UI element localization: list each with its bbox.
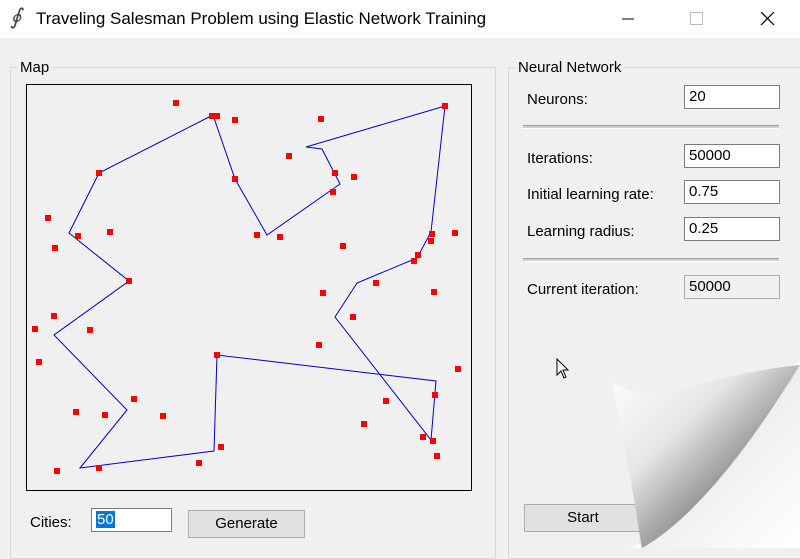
city-marker	[320, 290, 326, 296]
minimize-button[interactable]	[605, 0, 651, 38]
learning-rate-label: Initial learning rate:	[527, 186, 654, 203]
cities-label: Cities:	[30, 514, 72, 531]
city-marker	[32, 326, 38, 332]
maximize-icon	[690, 12, 703, 25]
city-marker	[196, 460, 202, 466]
city-marker	[316, 342, 322, 348]
city-marker	[286, 153, 292, 159]
city-marker	[209, 113, 215, 119]
city-marker	[75, 233, 81, 239]
city-marker	[96, 170, 102, 176]
city-marker	[254, 232, 260, 238]
city-marker	[420, 434, 426, 440]
current-iteration-field: 50000	[684, 275, 780, 299]
minimize-icon	[622, 18, 634, 20]
city-marker	[340, 243, 346, 249]
network-path	[53, 105, 446, 469]
current-iteration-label: Current iteration:	[527, 281, 639, 298]
city-marker	[452, 230, 458, 236]
city-marker	[73, 409, 79, 415]
city-marker	[54, 468, 60, 474]
maximize-button[interactable]	[673, 0, 719, 38]
city-marker	[373, 280, 379, 286]
city-marker	[351, 174, 357, 180]
city-marker	[131, 396, 137, 402]
city-marker	[160, 413, 166, 419]
learning-rate-input[interactable]: 0.75	[684, 180, 780, 204]
city-marker	[214, 113, 220, 119]
city-marker	[429, 231, 435, 237]
city-marker	[96, 465, 102, 471]
map-canvas	[26, 84, 472, 491]
title-bar: ∮ Traveling Salesman Problem using Elast…	[0, 0, 800, 38]
city-marker	[214, 352, 220, 358]
integral-icon: ∮	[10, 5, 22, 30]
city-marker	[126, 278, 132, 284]
city-marker	[361, 421, 367, 427]
city-marker	[415, 252, 421, 258]
city-marker	[107, 229, 113, 235]
neurons-label: Neurons:	[527, 91, 588, 108]
window-title: Traveling Salesman Problem using Elastic…	[36, 9, 487, 28]
city-marker	[411, 258, 417, 264]
city-marker	[432, 392, 438, 398]
city-marker	[232, 176, 238, 182]
city-marker	[431, 289, 437, 295]
learning-radius-input[interactable]: 0.25	[684, 217, 780, 241]
city-marker	[318, 116, 324, 122]
city-marker	[430, 438, 436, 444]
city-marker	[434, 453, 440, 459]
close-icon	[760, 12, 775, 26]
city-marker	[173, 100, 179, 106]
city-marker	[51, 313, 57, 319]
city-marker	[102, 412, 108, 418]
network-group-label: Neural Network	[515, 59, 625, 76]
city-marker	[277, 234, 283, 240]
city-marker	[87, 327, 93, 333]
city-marker	[52, 245, 58, 251]
start-button[interactable]: Start	[524, 504, 642, 532]
iterations-input[interactable]: 50000	[684, 144, 780, 168]
separator-1	[523, 125, 779, 129]
page-curl-decoration	[612, 360, 800, 548]
close-button[interactable]	[744, 0, 790, 38]
learning-radius-label: Learning radius:	[527, 223, 635, 240]
city-marker	[350, 314, 356, 320]
city-marker	[428, 238, 434, 244]
city-marker	[383, 398, 389, 404]
mouse-cursor-icon	[556, 358, 570, 379]
cities-input[interactable]: 50	[91, 508, 172, 532]
city-marker	[332, 170, 338, 176]
city-marker	[232, 117, 238, 123]
city-marker	[36, 359, 42, 365]
generate-button[interactable]: Generate	[188, 510, 305, 538]
neurons-input[interactable]: 20	[684, 85, 780, 109]
city-marker	[330, 189, 336, 195]
map-plot	[32, 100, 461, 474]
city-marker	[218, 444, 224, 450]
city-marker	[455, 366, 461, 372]
separator-2	[523, 258, 779, 262]
cities-value: 50	[96, 511, 115, 528]
map-group-label: Map	[17, 59, 53, 76]
city-marker	[45, 215, 51, 221]
iterations-label: Iterations:	[527, 150, 593, 167]
city-marker	[442, 103, 448, 109]
